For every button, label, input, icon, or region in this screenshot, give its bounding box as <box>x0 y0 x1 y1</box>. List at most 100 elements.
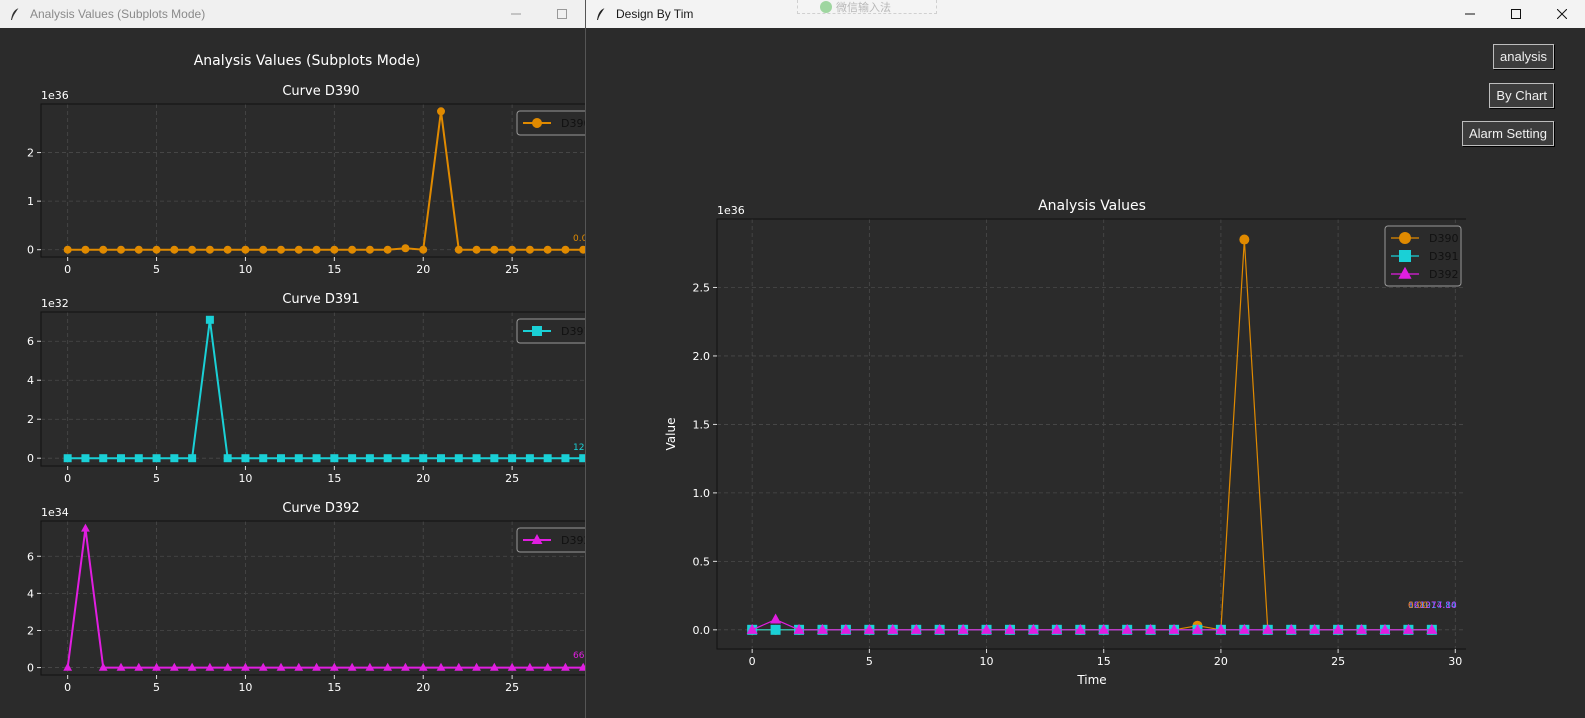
legend-label: D390 <box>561 117 585 130</box>
legend-marker <box>1398 266 1412 279</box>
legend-label: D392 <box>1429 268 1458 281</box>
data-point-d390 <box>561 245 570 254</box>
series-group <box>746 234 1438 635</box>
plot-frame <box>40 520 585 676</box>
minimize-button[interactable] <box>1447 0 1493 28</box>
x-tick-label: 10 <box>980 655 994 668</box>
y-tick-label: 6 <box>27 335 34 348</box>
data-point-d392 <box>365 662 375 671</box>
legend-label: D390 <box>1429 232 1458 245</box>
x-tick-label: 20 <box>1214 655 1228 668</box>
value-annotation: 668274.10 <box>1408 601 1457 611</box>
data-point-d390 <box>472 245 481 254</box>
minimize-icon <box>1465 13 1475 15</box>
data-point-d390 <box>1239 234 1250 245</box>
data-point-d392 <box>578 662 585 671</box>
data-point-d392 <box>746 623 758 634</box>
data-point-d392 <box>525 662 535 671</box>
data-point-d392 <box>1262 623 1274 634</box>
maximize-button[interactable] <box>1493 0 1539 28</box>
main-chart[interactable]: 0 5 10 15 20 25 30 0.0 0.5 1.0 1.5 2.0 2.5 1e36 Analys… <box>664 198 1468 687</box>
data-point-d392 <box>98 662 108 671</box>
data-point-d391 <box>312 454 321 463</box>
data-point-d390 <box>525 245 534 254</box>
data-point-d390 <box>134 245 143 254</box>
subplots-canvas: Analysis Values (Subplots Mode) 0 5 10 15 20… <box>0 28 585 718</box>
by-chart-button[interactable]: By Chart <box>1489 83 1554 108</box>
data-point-d391 <box>205 315 214 324</box>
data-point-d392 <box>1168 623 1180 634</box>
data-point-d391 <box>152 454 161 463</box>
data-point-d390 <box>99 245 108 254</box>
y-tick-label: 4 <box>27 587 34 600</box>
x-tick-label: 20 <box>416 263 430 276</box>
data-point-d391 <box>508 454 517 463</box>
data-point-d391 <box>401 454 410 463</box>
data-point-d391 <box>330 454 339 463</box>
chart-title: Analysis Values <box>1038 198 1146 214</box>
data-point-d392 <box>205 662 215 671</box>
analysis-button[interactable]: analysis <box>1493 44 1554 69</box>
data-point-d392 <box>63 662 73 671</box>
alarm-setting-button[interactable]: Alarm Setting <box>1461 121 1554 146</box>
series-line-d392 <box>751 618 1432 631</box>
data-point-d392 <box>840 623 852 634</box>
figure-title: Analysis Values (Subplots Mode) <box>194 53 421 69</box>
close-icon <box>1557 9 1567 19</box>
x-tick-label: 0 <box>64 263 71 276</box>
data-point-d391 <box>170 454 179 463</box>
data-point-d390 <box>259 245 268 254</box>
maximize-button[interactable] <box>539 0 585 28</box>
legend-label: D391 <box>561 325 585 338</box>
feather-icon <box>4 0 26 28</box>
data-point-d392 <box>169 662 179 671</box>
subplots-window-titlebar[interactable]: Analysis Values (Subplots Mode) <box>0 0 585 28</box>
y-tick-label: 0.0 <box>693 624 711 637</box>
data-point-d392 <box>294 662 304 671</box>
series-group <box>63 315 585 463</box>
data-point-d391 <box>525 454 534 463</box>
x-tick-label: 10 <box>238 681 252 694</box>
data-point-d392 <box>223 662 233 671</box>
data-point-d390 <box>490 245 499 254</box>
data-point-d392 <box>1098 623 1110 634</box>
series-line-d391 <box>67 319 584 460</box>
plot-frame <box>40 311 585 467</box>
data-point-d392 <box>134 662 144 671</box>
x-tick-label: 15 <box>1097 655 1111 668</box>
data-point-d391 <box>117 454 125 463</box>
data-point-d392 <box>934 623 946 634</box>
axis-offset-label: 1e36 <box>41 89 69 102</box>
main-figure: 0 5 10 15 20 25 30 0.0 0.5 1.0 1.5 2.0 2.5 1e36 Analys… <box>664 198 1468 687</box>
data-point-d391 <box>490 454 499 463</box>
y-tick-label: 1.5 <box>693 418 711 431</box>
data-point-d390 <box>365 245 374 254</box>
data-point-d392 <box>1402 623 1414 634</box>
legend-label: D392 <box>561 534 585 547</box>
main-window-titlebar[interactable]: Design By Tim <box>586 0 1585 28</box>
data-point-d390 <box>401 244 410 253</box>
x-tick-label: 10 <box>238 263 252 276</box>
y-tick-label: 0 <box>27 452 34 465</box>
y-tick-label: 2 <box>27 147 34 160</box>
data-point-d391 <box>561 454 570 463</box>
close-button[interactable] <box>1539 0 1585 28</box>
minimize-button[interactable] <box>493 0 539 28</box>
data-point-d390 <box>170 245 179 254</box>
legend: D391 <box>516 318 585 344</box>
data-point-d392 <box>401 662 410 671</box>
data-point-d391 <box>134 454 143 463</box>
data-point-d391 <box>419 454 428 463</box>
x-tick-label: 30 <box>1448 655 1462 668</box>
ime-toolbar[interactable]: 微信输入法 <box>797 0 937 14</box>
data-point-d392 <box>543 662 553 671</box>
data-point-d392 <box>1379 623 1391 634</box>
y-tick-label: 4 <box>27 374 34 387</box>
data-point-d390 <box>348 245 357 254</box>
value-annotation: 0.00 <box>1408 601 1428 611</box>
subplots-figure: Analysis Values (Subplots Mode) 0 5 10 15 20… <box>27 53 585 694</box>
data-point-d390 <box>543 245 552 254</box>
plot-frame <box>716 218 1468 650</box>
x-tick-label: 0 <box>64 681 71 694</box>
